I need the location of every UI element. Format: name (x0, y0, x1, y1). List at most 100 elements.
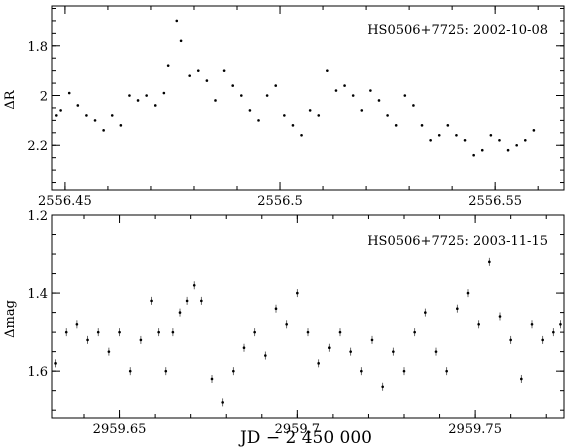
data-point (326, 69, 329, 72)
data-point (283, 114, 286, 117)
data-point (175, 19, 179, 23)
data-point (523, 138, 527, 142)
data-point (164, 369, 168, 373)
bottom-panel-y-axis-label: Δmag (3, 300, 18, 338)
y-tick-label: 1.4 (27, 287, 48, 302)
data-point (171, 330, 175, 334)
x-tick-label: 2556.45 (38, 194, 92, 209)
data-point (54, 362, 57, 365)
x-tick-label: 2959.65 (93, 422, 147, 437)
data-point (179, 39, 183, 43)
data-point (509, 338, 512, 342)
data-point (119, 124, 123, 127)
top-panel-y-axis-label: ΔR (3, 89, 18, 109)
data-point (205, 79, 209, 82)
data-point (386, 114, 389, 117)
data-point (153, 104, 157, 107)
data-point (157, 330, 160, 334)
data-point (196, 69, 200, 72)
data-point (506, 148, 510, 152)
data-point (118, 330, 121, 334)
data-point (480, 148, 484, 152)
data-point (446, 124, 450, 127)
data-point (515, 143, 518, 147)
data-point (559, 323, 562, 326)
data-point (240, 94, 243, 97)
data-point (264, 354, 267, 357)
data-point (150, 299, 153, 303)
data-point (76, 104, 80, 107)
data-point (59, 109, 62, 112)
data-point (232, 369, 235, 373)
data-point (102, 129, 105, 132)
data-point (466, 291, 470, 295)
data-point (308, 109, 312, 112)
x-axis-label: JD − 2 450 000 (238, 428, 372, 447)
data-point (392, 350, 395, 353)
data-point (532, 129, 536, 132)
data-point (222, 69, 226, 72)
data-point (351, 94, 355, 97)
data-point (55, 114, 58, 117)
data-point (274, 307, 278, 310)
data-point (145, 94, 148, 97)
x-tick-label: 2959.75 (448, 422, 502, 437)
y-tick-label: 2.2 (27, 139, 48, 154)
data-point (166, 64, 170, 67)
data-point (530, 323, 534, 326)
top-panel-frame (51, 5, 565, 191)
data-point (488, 260, 491, 264)
x-tick-label: 2556.55 (468, 194, 522, 209)
data-point (210, 377, 214, 381)
y-tick-label: 1.6 (27, 365, 48, 380)
data-point (96, 330, 100, 334)
data-point (274, 84, 278, 87)
top-panel-points (55, 19, 536, 157)
data-point (192, 283, 196, 287)
data-point (139, 338, 143, 342)
data-point (349, 350, 352, 353)
data-point (248, 109, 252, 112)
data-point (338, 330, 342, 334)
data-point (317, 362, 320, 365)
data-point (437, 133, 441, 137)
data-point (110, 114, 114, 117)
data-point (456, 307, 459, 310)
data-point (300, 133, 303, 137)
bottom-panel: 2959.65 2959.7 2959.75 1.2 1.4 1.6 HS0506+772… (3, 209, 565, 437)
data-point (412, 104, 415, 107)
data-point (552, 330, 555, 334)
data-point (498, 138, 501, 142)
data-point (463, 138, 467, 142)
data-point (67, 91, 71, 95)
data-point (296, 291, 299, 295)
data-point (317, 114, 321, 117)
data-point (455, 133, 458, 137)
data-point (498, 315, 502, 318)
data-point (291, 124, 295, 127)
data-point (306, 330, 310, 334)
data-point (214, 99, 217, 102)
data-point (434, 350, 438, 353)
data-point (472, 153, 475, 157)
data-point (188, 74, 191, 77)
data-point (477, 323, 480, 326)
data-point (231, 84, 235, 87)
bottom-panel-frame (51, 214, 565, 419)
data-point (541, 338, 544, 342)
data-point (178, 311, 182, 314)
top-panel-tick-labels: 2556.45 2556.5 2556.55 1.8 2 2.2 (27, 40, 522, 209)
data-point (377, 99, 381, 102)
data-point (360, 109, 364, 112)
data-point (107, 350, 111, 353)
data-point (394, 124, 398, 127)
y-tick-label: 2 (40, 90, 48, 105)
x-tick-label: 2556.5 (257, 194, 303, 209)
data-point (343, 84, 346, 87)
data-point (402, 369, 406, 373)
data-point (64, 330, 68, 334)
bottom-panel-tick-labels: 2959.65 2959.7 2959.75 1.2 1.4 1.6 (27, 209, 502, 437)
x-tick-label: 2959.7 (275, 422, 321, 437)
